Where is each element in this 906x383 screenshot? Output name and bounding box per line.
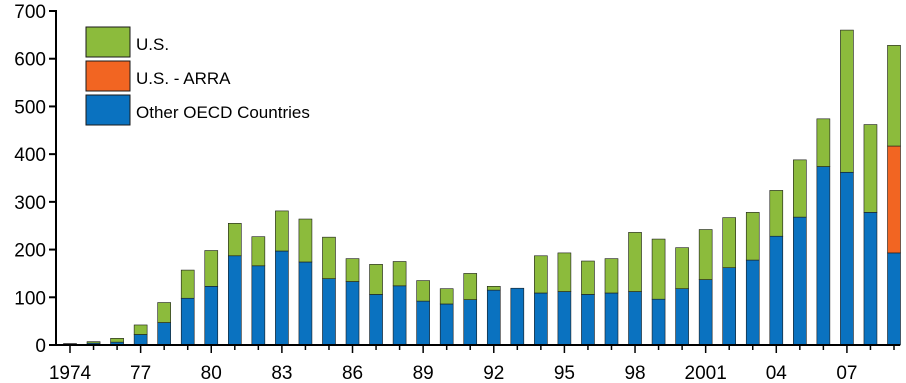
x-tick-label: 04 [766, 363, 788, 383]
bar-u-s-1996 [581, 260, 595, 295]
legend-swatch-other-oecd-countries [85, 94, 131, 126]
bar-u-s-2002 [722, 217, 737, 269]
bar-other-oecd-countries-1993 [510, 287, 525, 346]
x-tick-label: 80 [201, 363, 222, 383]
bar-u-s-1990 [439, 288, 454, 305]
bar-u-s-1989 [416, 280, 430, 302]
bar-other-oecd-countries-1991 [463, 299, 478, 346]
x-axis-ticks: 1974 77 80 83 86 89 92 95 98 2001 04 07 [49, 345, 895, 383]
bar-other-oecd-countries-1995 [557, 291, 572, 346]
bar-other-oecd-countries-2006 [816, 166, 831, 346]
bar-u-s-1994 [534, 255, 548, 294]
legend-swatch-u-s-arra [85, 60, 131, 92]
x-tick-label: 77 [130, 363, 151, 383]
bar-u-s-1980 [204, 250, 219, 287]
bar-u-s-1987 [369, 264, 383, 295]
bar-other-oecd-countries-1990 [439, 303, 454, 346]
bar-u-s-1988 [392, 261, 407, 287]
legend: U.S. U.S. - ARRA Other OECD Countries [85, 26, 310, 126]
bar-other-oecd-countries-1988 [392, 285, 407, 346]
bar-u-s-2006 [816, 118, 831, 167]
bar-other-oecd-countries-1984 [298, 261, 313, 346]
bar-other-oecd-countries-2000 [675, 288, 689, 346]
bar-u-s-2004 [769, 190, 784, 237]
y-tick-label: 300 [14, 193, 46, 214]
bar-u-s-2008 [863, 124, 878, 213]
bar-u-s-1998 [628, 232, 642, 292]
bar-u-s-2005 [793, 159, 807, 218]
bar-other-oecd-countries-2004 [769, 235, 784, 346]
y-tick-label: 100 [14, 288, 46, 309]
legend-label: U.S. - ARRA [136, 69, 231, 88]
bar-other-oecd-countries-1997 [604, 292, 619, 346]
bar-other-oecd-countries-1980 [204, 286, 219, 346]
bar-other-oecd-countries-1989 [416, 300, 430, 346]
x-tick-label: 86 [342, 363, 363, 383]
bar-other-oecd-countries-2001 [698, 279, 713, 346]
bar-u-s-2001 [698, 229, 713, 280]
bar-other-oecd-countries-1983 [275, 250, 289, 346]
x-tick-label: 2001 [685, 363, 727, 383]
bar-other-oecd-countries-2003 [745, 259, 760, 346]
bar-u-s-1979 [180, 269, 195, 299]
bar-other-oecd-countries-2008 [863, 212, 878, 346]
bar-u-s-1991 [463, 273, 478, 300]
x-tick-label: 98 [624, 363, 645, 383]
bars [63, 29, 901, 346]
bar-u-s-2009 [887, 45, 901, 147]
legend-swatch-u-s [85, 26, 131, 58]
y-tick-label: 200 [14, 241, 46, 262]
y-tick-label: 400 [14, 145, 46, 166]
bar-u-s-1978 [157, 302, 171, 323]
bar-u-s-2003 [745, 212, 760, 261]
y-tick-label: 0 [35, 336, 46, 357]
legend-label: Other OECD Countries [136, 103, 310, 122]
bar-other-oecd-countries-1994 [534, 292, 548, 346]
y-tick-label: 700 [14, 2, 46, 23]
bar-other-oecd-countries-2002 [722, 267, 737, 346]
bar-other-oecd-countries-1986 [345, 281, 360, 346]
x-tick-label: 07 [836, 363, 857, 383]
x-tick-label: 95 [554, 363, 575, 383]
bar-other-oecd-countries-1977 [133, 334, 148, 346]
x-tick-label: 83 [271, 363, 292, 383]
bar-u-s-1976 [110, 338, 124, 343]
bar-other-oecd-countries-1992 [486, 289, 501, 346]
bar-u-s-2000 [675, 247, 689, 289]
bar-other-oecd-countries-2009 [887, 252, 901, 346]
y-tick-label: 500 [14, 97, 46, 118]
y-axis-ticks: 0 100 200 300 400 500 600 700 [14, 2, 56, 357]
bar-other-oecd-countries-1996 [581, 294, 595, 346]
bar-u-s-arra-2009 [887, 145, 901, 254]
bar-other-oecd-countries-1978 [157, 322, 171, 346]
bar-other-oecd-countries-1998 [628, 291, 642, 346]
bar-u-s-1984 [298, 218, 313, 263]
x-tick-label: 89 [413, 363, 434, 383]
bar-other-oecd-countries-1979 [180, 297, 195, 346]
y-tick-label: 600 [14, 50, 46, 71]
bar-other-oecd-countries-1985 [322, 278, 336, 346]
legend-label: U.S. [136, 35, 169, 54]
bar-u-s-1977 [133, 324, 148, 335]
bar-u-s-1975 [86, 341, 101, 344]
bar-other-oecd-countries-1999 [651, 298, 666, 346]
bar-other-oecd-countries-2007 [840, 171, 854, 346]
bar-u-s-1995 [557, 252, 572, 292]
bar-other-oecd-countries-1982 [251, 265, 266, 346]
bar-u-s-1983 [275, 210, 289, 252]
bar-u-s-1981 [228, 223, 242, 257]
bar-other-oecd-countries-1981 [228, 255, 242, 346]
bar-u-s-1985 [322, 236, 336, 279]
bar-u-s-2007 [840, 29, 854, 173]
x-tick-label: 1974 [49, 363, 92, 383]
bar-u-s-1986 [345, 258, 360, 282]
bar-other-oecd-countries-2005 [793, 216, 807, 346]
bar-u-s-1999 [651, 238, 666, 300]
bar-u-s-1982 [251, 236, 266, 267]
bar-u-s-1997 [604, 258, 619, 294]
x-tick-label: 92 [483, 363, 504, 383]
bar-other-oecd-countries-1987 [369, 294, 383, 346]
bar-u-s-1992 [486, 286, 501, 291]
